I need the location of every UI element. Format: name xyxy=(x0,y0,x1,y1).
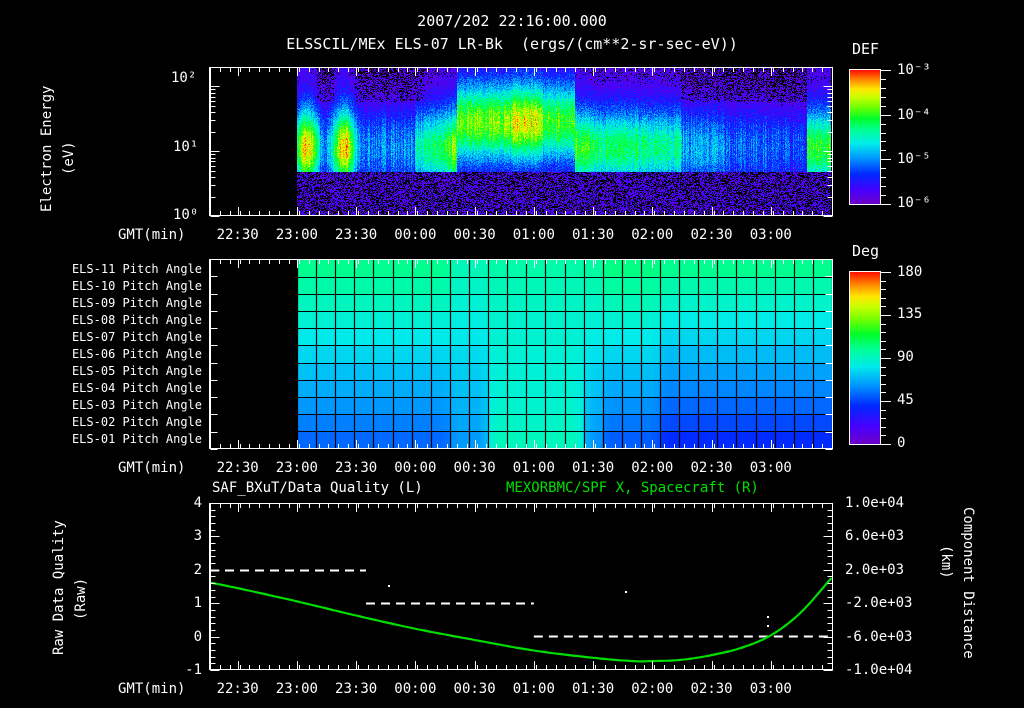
pitch-angle-row-label: ELS-07 Pitch Angle xyxy=(71,329,202,344)
bottom-xlabel: GMT(min) xyxy=(118,681,186,697)
top-ytick-0: 10⁰ xyxy=(173,207,199,223)
bottom-ylabel-right: Component Distance xyxy=(960,507,976,659)
xtick-label: 01:00 xyxy=(512,460,555,476)
bottom-ylabel-left-units: (Raw) xyxy=(73,577,89,620)
xtick-label: 03:00 xyxy=(749,681,792,697)
xtick-label: 02:30 xyxy=(690,460,733,476)
def-colorbar-ticks xyxy=(881,67,895,207)
xtick-label: 03:00 xyxy=(749,460,792,476)
pitch-angle-row-label: ELS-04 Pitch Angle xyxy=(71,381,202,396)
xtick-label: 02:00 xyxy=(631,460,674,476)
bottom-panel-title-left: SAF_BXuT/Data Quality (L) xyxy=(212,480,423,496)
pitch-angle-row-label: ELS-02 Pitch Angle xyxy=(71,415,202,430)
bottom-ylabel-right-units: (km) xyxy=(938,545,954,579)
xtick-label: 23:30 xyxy=(335,460,378,476)
xtick-label: 23:30 xyxy=(335,681,378,697)
pitch-angle-row-label: ELS-05 Pitch Angle xyxy=(71,364,202,379)
deg-colorbar-title: Deg xyxy=(852,242,880,260)
bottom-left-ytick-label: 1 xyxy=(193,595,202,612)
xtick-label: 00:00 xyxy=(394,681,437,697)
pitch-angle-row-label: ELS-01 Pitch Angle xyxy=(71,432,202,447)
top-xlabel: GMT(min) xyxy=(118,227,186,243)
pitch-angle-row-label: ELS-03 Pitch Angle xyxy=(71,398,202,413)
def-tick-3: 10⁻³ xyxy=(897,62,931,78)
page-title: 2007/202 22:16:00.000 xyxy=(417,12,607,30)
xtick-label: 01:30 xyxy=(571,681,615,697)
deg-tick-180: 180 xyxy=(897,264,923,280)
deg-tick-135: 135 xyxy=(897,306,923,322)
bottom-right-ytick-label: 6.0e+03 xyxy=(845,528,905,545)
xtick-label: 00:00 xyxy=(394,227,437,243)
xtick-label: 23:00 xyxy=(275,460,318,476)
bottom-panel-ticks xyxy=(190,494,870,684)
xtick-label: 23:00 xyxy=(275,227,318,243)
top-panel-ylabel-units: (eV) xyxy=(61,141,77,175)
xtick-label: 01:30 xyxy=(571,460,615,476)
def-tick-6: 10⁻⁶ xyxy=(897,195,931,211)
bottom-left-ytick-label: 0 xyxy=(193,628,202,645)
mid-xlabel: GMT(min) xyxy=(118,460,186,476)
bottom-ylabel-left: Raw Data Quality xyxy=(51,520,67,655)
def-tick-5: 10⁻⁵ xyxy=(897,151,931,167)
xtick-label: 02:00 xyxy=(631,681,674,697)
bottom-panel-title-right: MEXORBMC/SPF X, Spacecraft (R) xyxy=(506,480,759,496)
xtick-label: 00:30 xyxy=(453,460,496,476)
xtick-label: 22:30 xyxy=(216,227,259,243)
pitch-angle-row-label: ELS-11 Pitch Angle xyxy=(71,261,202,276)
xtick-label: 02:30 xyxy=(690,681,733,697)
pitch-angle-row-label: ELS-08 Pitch Angle xyxy=(71,312,202,327)
xtick-label: 23:00 xyxy=(275,681,318,697)
top-ytick-2: 10² xyxy=(171,70,197,86)
bottom-left-ytick-label: 3 xyxy=(193,528,202,545)
xtick-label: 03:00 xyxy=(749,227,792,243)
top-panel-ylabel: Electron Energy xyxy=(39,85,55,212)
xtick-label: 00:30 xyxy=(453,681,496,697)
pitch-angle-row-label: ELS-10 Pitch Angle xyxy=(71,278,202,293)
xtick-label: 22:30 xyxy=(216,460,259,476)
top-ytick-1: 10¹ xyxy=(173,139,199,155)
def-colorbar xyxy=(850,70,880,204)
bottom-right-ytick-label: -1.0e+04 xyxy=(845,662,913,678)
bottom-right-ytick-label: -6.0e+03 xyxy=(845,628,913,645)
xtick-label: 02:30 xyxy=(690,227,733,243)
top-panel-ticks xyxy=(190,58,850,228)
deg-colorbar-ticks xyxy=(881,269,895,447)
xtick-label: 00:30 xyxy=(453,227,496,243)
pitch-angle-row-label: ELS-06 Pitch Angle xyxy=(71,347,202,361)
xtick-label: 22:30 xyxy=(216,681,259,697)
xtick-label: 01:00 xyxy=(512,227,555,243)
xtick-label: 02:00 xyxy=(631,227,674,243)
pitch-angle-row-label: ELS-09 Pitch Angle xyxy=(71,295,202,310)
xtick-label: 01:00 xyxy=(512,681,555,697)
bottom-right-ytick-label: 1.0e+04 xyxy=(845,495,905,511)
deg-tick-0: 0 xyxy=(897,435,906,451)
deg-colorbar xyxy=(850,272,880,444)
mid-panel-ticks xyxy=(190,250,850,460)
xtick-label: 01:30 xyxy=(571,227,615,243)
dataset-subtitle: ELSSCIL/MEx ELS-07 LR-Bk (ergs/(cm**2-sr… xyxy=(286,35,738,53)
bottom-right-ytick-label: -2.0e+03 xyxy=(845,595,913,612)
bottom-left-ytick-label: 4 xyxy=(193,495,202,511)
xtick-label: 23:30 xyxy=(335,227,378,243)
def-colorbar-title: DEF xyxy=(852,40,880,58)
deg-tick-90: 90 xyxy=(897,349,914,365)
bottom-right-ytick-label: 2.0e+03 xyxy=(845,561,905,578)
deg-tick-45: 45 xyxy=(897,392,914,408)
bottom-left-ytick-label: 2 xyxy=(193,561,202,578)
def-tick-4: 10⁻⁴ xyxy=(897,107,931,123)
bottom-left-ytick-label: -1 xyxy=(185,662,202,678)
xtick-label: 00:00 xyxy=(394,460,437,476)
